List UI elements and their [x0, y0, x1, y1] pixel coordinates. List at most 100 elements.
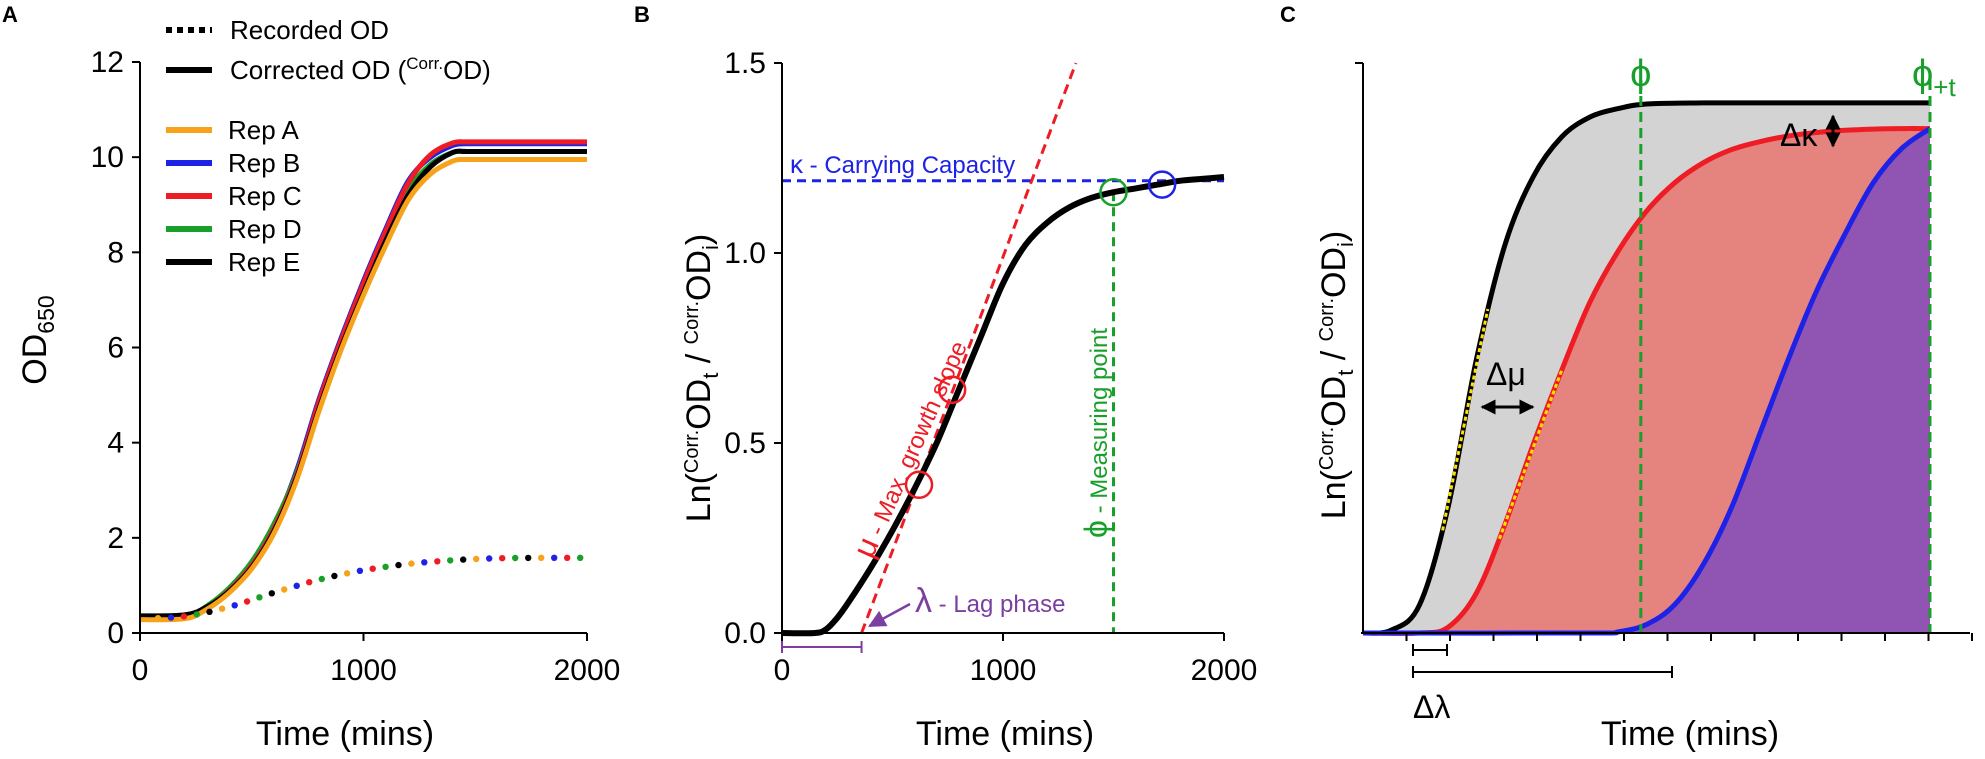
panel-a: A 0 2 4 6 8 10 12 0 1000 2000 Time (mins) OD650 R… [2, 2, 620, 753]
recorded-od-dot [408, 560, 415, 567]
panel-c-ylabel: Ln(Corr.ODt / Corr.ODi) [1315, 231, 1358, 520]
recorded-od-dot [268, 590, 275, 597]
measuring-point-label: ϕ - Measuring point [1078, 328, 1114, 538]
ylabel-ln: Ln( [1315, 469, 1353, 519]
legend-label-rep-d: Rep D [228, 214, 302, 244]
recorded-od-dot [473, 555, 480, 563]
lambda-text: - Lag phase [932, 591, 1065, 618]
panel-a-ylabel: OD650 [16, 295, 59, 384]
recorded-od-dot [206, 608, 213, 615]
panel-a-xlabel: Time (mins) [256, 715, 434, 753]
panel-a-series [139, 139, 587, 623]
delta-lambda-bracket-short [1412, 644, 1448, 656]
panel-b-ytick-label: 0.0 [724, 617, 766, 650]
panel-a-axes: 0 2 4 6 8 10 12 0 1000 2000 [91, 46, 621, 687]
corrected-line-rep-d [139, 148, 587, 621]
panel-b-annotations: κ - Carrying Capacity μ - Max. growth slo… [781, 149, 1114, 653]
panel-b-series [781, 62, 1225, 637]
recorded-od-dot [538, 554, 545, 561]
delta-lambda-label: Δλ [1413, 689, 1450, 725]
recorded-od-dot [499, 555, 506, 562]
legend-label-rep-b: Rep B [228, 148, 300, 178]
ylabel-sub: 650 [33, 295, 59, 333]
panel-b-ytick-label: 0.5 [724, 427, 766, 460]
marker-circle-phi [1099, 177, 1128, 207]
ylabel-sub-t: t [1333, 370, 1358, 376]
panel-b-ytick-label: 1.0 [724, 237, 766, 270]
recorded-od-dot [421, 559, 428, 566]
recorded-od-dot [551, 554, 558, 561]
recorded-od-dot [343, 570, 351, 577]
legend-label-rep-a: Rep A [228, 115, 299, 145]
panel-c-areas [1363, 102, 1930, 634]
recorded-od-dot [369, 565, 376, 572]
panel-b-axes: 0.0 0.5 1.0 1.5 0 1000 2000 [724, 47, 1257, 687]
tangent-red [1498, 369, 1564, 540]
legend-label-rep-e: Rep E [228, 247, 300, 277]
ylabel-slash: / [680, 344, 718, 372]
phi-t-main: ϕ [1912, 53, 1933, 95]
delta-lambda-bracket-long [1412, 666, 1673, 678]
recorded-od-dot [395, 561, 402, 569]
corrected-line-rep-e [139, 148, 587, 619]
legend-corrected-main: Corrected OD ( [230, 55, 407, 85]
panel-a-ytick-label: 8 [107, 236, 124, 269]
panel-b-ylabel: Ln(Corr.ODt / Corr.ODi) [680, 234, 723, 523]
recorded-od-dot [306, 579, 313, 586]
panel-a-xtick-label: 2000 [554, 654, 621, 687]
lag-phase-bracket [781, 641, 863, 653]
growth-curve [781, 174, 1225, 637]
ylabel-ln: Ln( [680, 472, 718, 522]
phi-t-sub: +t [1933, 72, 1956, 102]
max-slope-line [860, 62, 1078, 634]
corrected-line-rep-b [139, 141, 587, 621]
phi-label: ϕ [1630, 53, 1651, 95]
panel-letter-b: B [634, 2, 650, 27]
legend-corrected-end: OD) [443, 55, 491, 85]
ylabel-sup-corr: Corr. [1316, 298, 1338, 341]
ylabel-od: OD [680, 379, 718, 430]
mu-text: - Max. growth slope [860, 337, 973, 545]
lag-phase-arrow [868, 602, 911, 628]
recorded-od-dot [356, 567, 364, 574]
recorded-od-dot [281, 586, 288, 593]
panel-b-xtick-label: 2000 [1191, 654, 1258, 687]
recorded-od-dot [193, 611, 200, 618]
lag-phase-label: λ - Lag phase [915, 582, 1065, 620]
recorded-od-dot [447, 557, 454, 564]
corrected-line-rep-a [139, 156, 587, 623]
max-growth-label: μ - Max. growth slope [846, 334, 974, 563]
panel-a-ytick-label: 2 [107, 522, 124, 555]
panel-a-ytick-label: 12 [91, 46, 124, 79]
panel-a-xtick-label: 0 [132, 654, 149, 687]
carrying-capacity-label: κ - Carrying Capacity [790, 149, 1015, 179]
recorded-od-dot [382, 563, 389, 570]
ylabel-close: ) [680, 234, 718, 245]
panel-b: B 0.00.51.01.50 1000 2000 Time (mins) Ln(C… [634, 2, 1257, 753]
delta-mu-label: Δμ [1486, 356, 1526, 392]
ylabel-od: OD [680, 250, 718, 301]
panel-b-xlabel: Time (mins) [916, 715, 1094, 753]
delta-kappa-label: Δκ [1780, 117, 1818, 153]
ylabel-sup-corr: Corr. [681, 430, 703, 473]
marker-circle-kappa [1147, 170, 1177, 199]
recorded-od-dot [154, 615, 162, 622]
panel-c-axes [1355, 62, 1973, 641]
kappa-symbol: κ [790, 149, 804, 179]
lambda-symbol: λ [915, 582, 932, 620]
corrected-line-rep-c [139, 139, 587, 622]
tangent-black [1441, 308, 1490, 531]
recorded-od-dot [318, 575, 325, 583]
recorded-od-dot [460, 556, 467, 563]
marker-circle-mu [937, 375, 967, 405]
ylabel-sup-corr: Corr. [1316, 427, 1338, 470]
panel-a-legend: Recorded OD Corrected OD (Corr.OD) Rep A… [166, 15, 491, 277]
panel-a-ytick-label: 0 [107, 617, 124, 650]
panel-a-ytick-label: 6 [107, 332, 124, 365]
ylabel-od: OD [1315, 376, 1353, 427]
recorded-od-dot [218, 605, 226, 612]
recorded-od-dot [434, 558, 441, 565]
